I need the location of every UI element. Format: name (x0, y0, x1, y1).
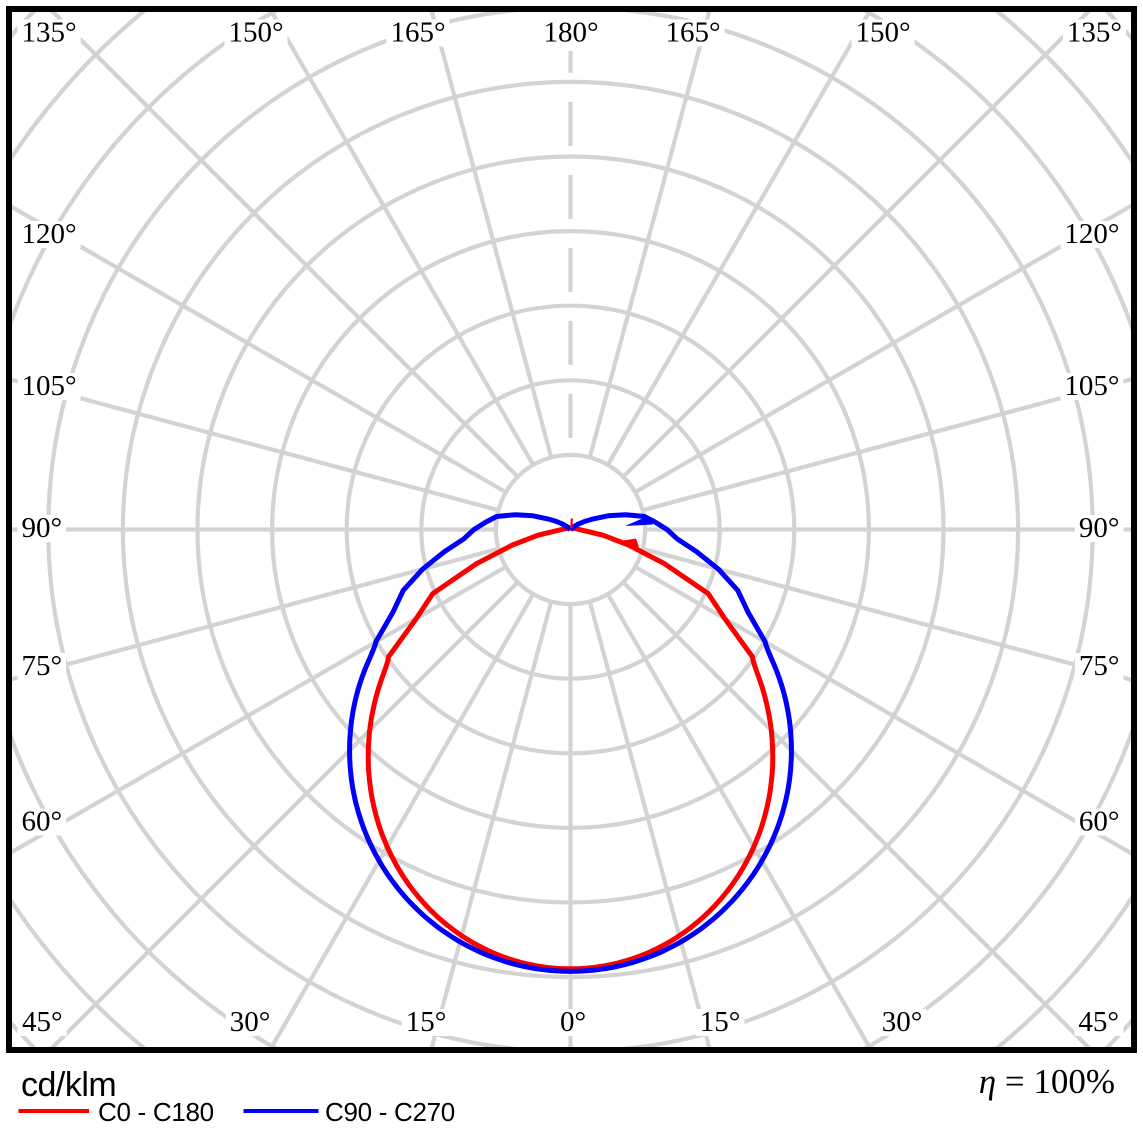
svg-text:15°: 15° (700, 1006, 741, 1038)
svg-text:75°: 75° (1079, 650, 1120, 682)
svg-text:cd/klm: cd/klm (21, 1066, 116, 1104)
svg-text:45°: 45° (1078, 1006, 1119, 1038)
svg-text:15°: 15° (406, 1006, 447, 1038)
svg-text:η = 100%: η = 100% (979, 1062, 1115, 1101)
svg-text:165°: 165° (665, 17, 720, 49)
svg-text:135°: 135° (22, 17, 77, 49)
svg-text:120°: 120° (22, 218, 77, 250)
svg-text:180°: 180° (543, 17, 598, 49)
svg-text:90°: 90° (22, 512, 63, 544)
svg-text:75°: 75° (22, 650, 63, 682)
svg-text:C0 - C180: C0 - C180 (98, 1097, 214, 1127)
svg-text:120°: 120° (1064, 218, 1119, 250)
svg-text:C90 - C270: C90 - C270 (325, 1097, 455, 1127)
svg-text:60°: 60° (22, 806, 63, 838)
svg-text:90°: 90° (1079, 512, 1120, 544)
svg-text:165°: 165° (390, 17, 445, 49)
svg-text:105°: 105° (22, 370, 77, 402)
svg-text:30°: 30° (230, 1006, 271, 1038)
svg-text:0°: 0° (560, 1006, 586, 1038)
svg-text:150°: 150° (228, 17, 283, 49)
svg-text:30°: 30° (882, 1006, 923, 1038)
svg-text:105°: 105° (1064, 370, 1119, 402)
svg-text:45°: 45° (22, 1006, 63, 1038)
svg-text:60°: 60° (1079, 806, 1120, 838)
svg-text:135°: 135° (1067, 17, 1122, 49)
svg-text:150°: 150° (855, 17, 910, 49)
